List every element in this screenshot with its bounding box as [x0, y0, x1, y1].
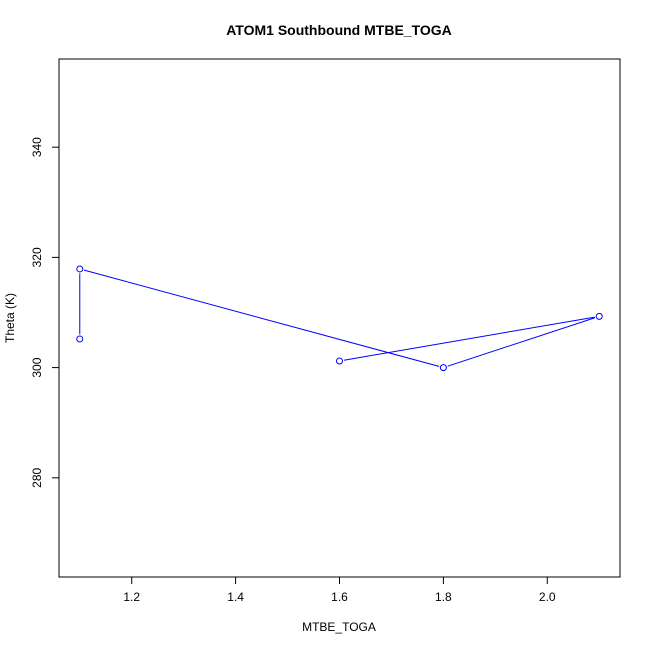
x-tick-label: 1.2 [123, 590, 140, 604]
x-tick-label: 2.0 [539, 590, 556, 604]
data-point [76, 265, 84, 273]
series-segment [447, 317, 596, 367]
series-segment [83, 269, 440, 367]
x-axis: 1.2 1.4 1.6 1.8 2.0 [123, 577, 556, 604]
y-tick-label: 300 [30, 357, 44, 377]
y-axis-label: Theta (K) [3, 293, 17, 343]
chart-title: ATOM1 Southbound MTBE_TOGA [226, 22, 452, 38]
x-axis-label: MTBE_TOGA [302, 620, 376, 634]
y-tick-label: 340 [30, 137, 44, 157]
data-point [336, 357, 343, 365]
y-tick-label: 280 [30, 467, 44, 487]
x-tick-label: 1.8 [435, 590, 452, 604]
data-point [76, 335, 84, 343]
data-point [439, 364, 447, 372]
series-layer [76, 265, 603, 372]
data-point [595, 312, 603, 320]
x-tick-label: 1.6 [331, 590, 348, 604]
series-segment [343, 316, 595, 361]
x-tick-label: 1.4 [227, 590, 244, 604]
y-axis: 280 300 320 340 [30, 137, 59, 488]
y-tick-label: 320 [30, 247, 44, 267]
